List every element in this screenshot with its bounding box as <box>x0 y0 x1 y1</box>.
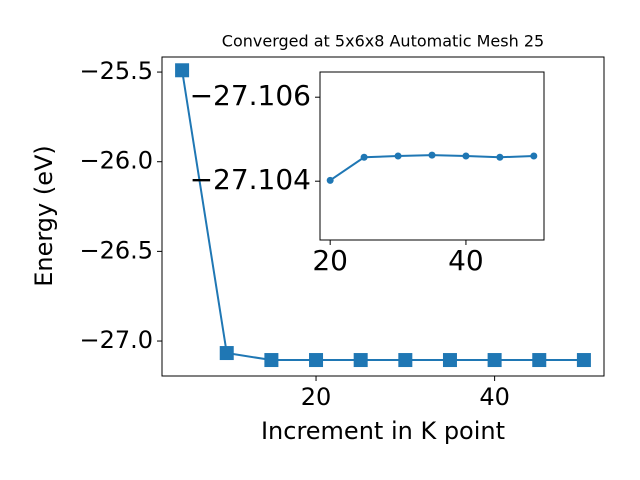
marker <box>264 353 279 368</box>
x-axis-label: Increment in K point <box>261 417 505 445</box>
marker <box>353 353 368 368</box>
x-tick-label: 20 <box>312 244 348 277</box>
y-tick-label: −25.5 <box>79 57 153 85</box>
marker <box>326 176 334 184</box>
y-tick-label: −27.0 <box>79 326 153 354</box>
x-tick-label: 40 <box>448 244 484 277</box>
marker <box>496 153 504 161</box>
marker <box>398 353 413 368</box>
marker <box>309 353 324 368</box>
marker <box>428 151 436 159</box>
x-tick-label: 40 <box>479 383 510 411</box>
series-line <box>181 70 584 362</box>
marker <box>487 353 502 368</box>
marker <box>532 353 547 368</box>
marker <box>394 152 402 160</box>
y-tick-label: −27.106 <box>190 79 311 112</box>
y-axis-label: Energy (eV) <box>30 145 58 287</box>
marker <box>442 353 457 368</box>
marker <box>360 153 368 161</box>
y-tick-label: −26.0 <box>79 147 153 175</box>
marker <box>219 346 234 361</box>
marker <box>576 353 591 368</box>
marker <box>462 152 470 160</box>
x-tick-label: 20 <box>301 383 332 411</box>
chart-title: Converged at 5x6x8 Automatic Mesh 25 <box>222 32 544 51</box>
y-tick-label: −27.104 <box>190 163 311 196</box>
marker <box>175 63 190 78</box>
marker <box>530 152 538 160</box>
y-tick-label: −26.5 <box>79 236 153 264</box>
